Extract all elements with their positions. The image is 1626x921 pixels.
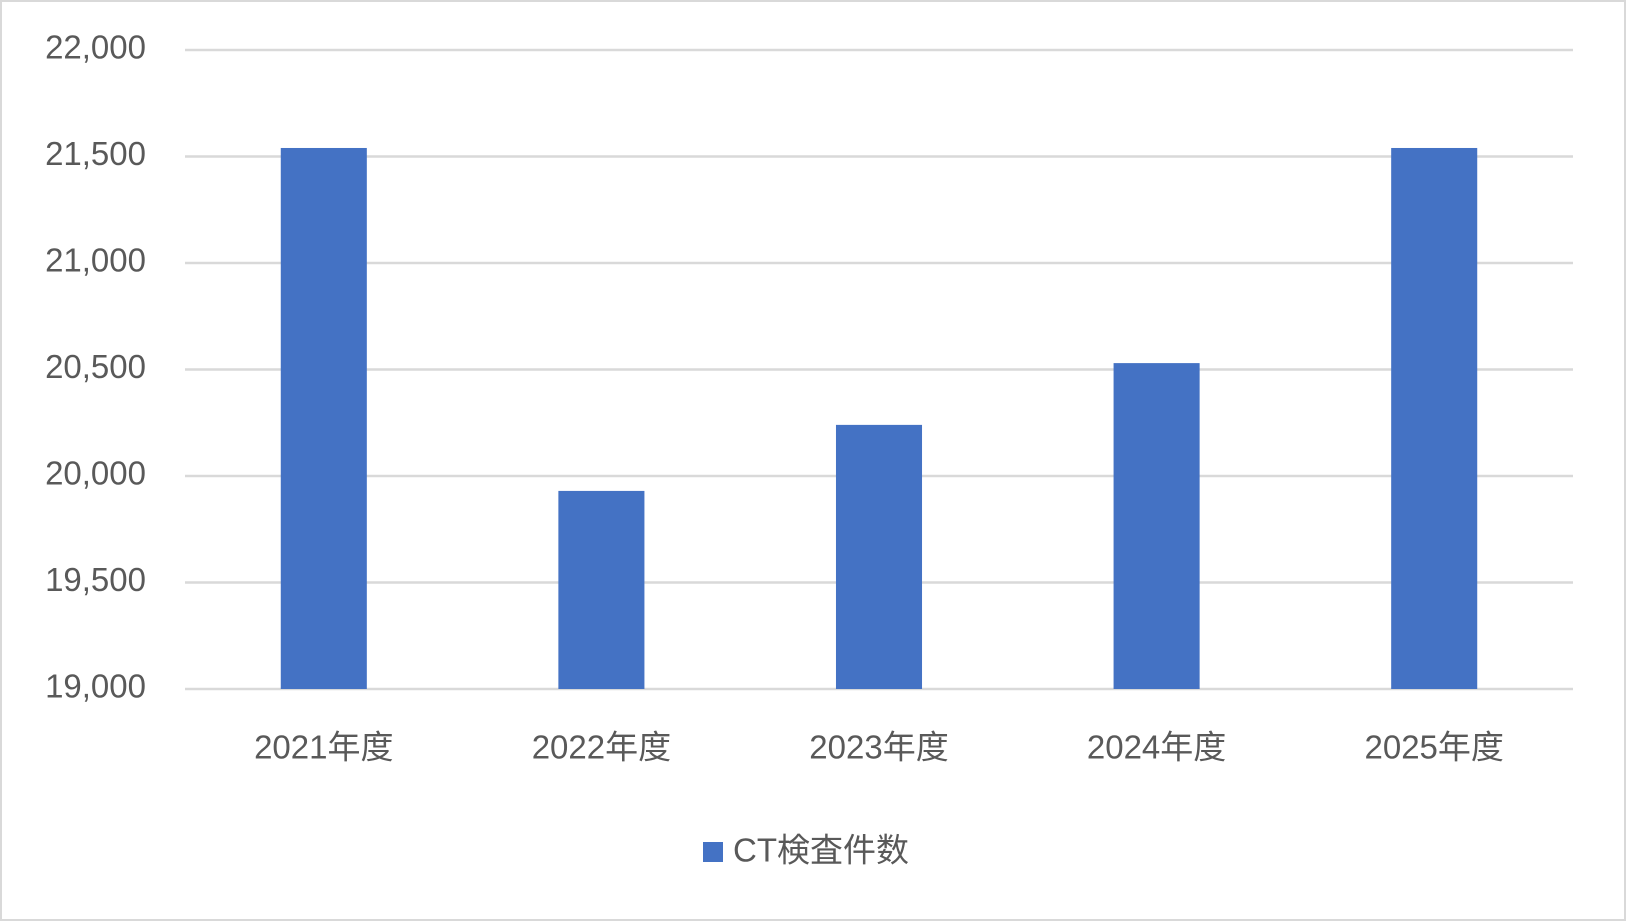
bar (1391, 147, 1478, 690)
x-tick-label: 2025年度 (1364, 729, 1503, 766)
y-tick-label: 19,000 (45, 668, 146, 705)
y-tick-label: 20,000 (45, 455, 146, 492)
legend-label: CT検査件数 (733, 832, 909, 869)
x-tick-label: 2023年度 (809, 729, 948, 766)
y-tick-label: 19,500 (45, 561, 146, 598)
y-tick-label: 21,500 (45, 135, 146, 172)
legend-swatch (703, 842, 723, 862)
bar (1113, 363, 1200, 689)
bar (280, 147, 367, 690)
y-tick-label: 22,000 (45, 29, 146, 66)
bar (835, 424, 923, 689)
bar (558, 490, 645, 689)
x-tick-label: 2022年度 (532, 729, 671, 766)
y-tick-label: 20,500 (45, 348, 146, 385)
x-tick-label: 2024年度 (1087, 729, 1226, 766)
x-tick-label: 2021年度 (254, 729, 393, 766)
y-tick-label: 21,000 (45, 242, 146, 279)
